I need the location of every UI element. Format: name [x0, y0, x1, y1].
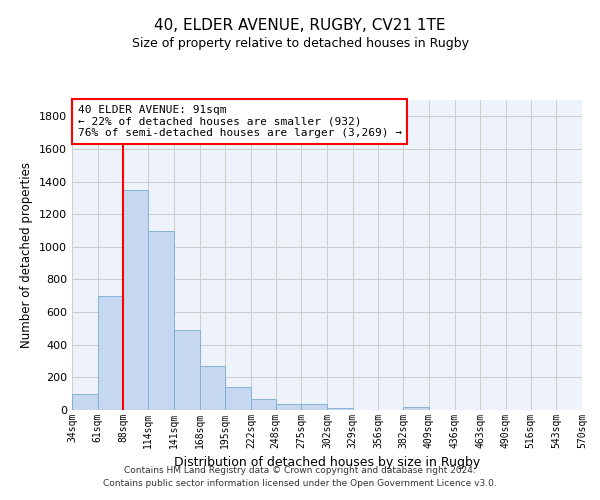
Bar — [174, 330, 199, 410]
Text: Contains HM Land Registry data © Crown copyright and database right 2024.
Contai: Contains HM Land Registry data © Crown c… — [103, 466, 497, 487]
Text: 40, ELDER AVENUE, RUGBY, CV21 1TE: 40, ELDER AVENUE, RUGBY, CV21 1TE — [154, 18, 446, 32]
Bar — [98, 296, 124, 410]
Bar — [251, 398, 275, 410]
Bar — [72, 394, 98, 410]
Bar — [199, 366, 225, 410]
Bar — [275, 404, 301, 410]
Bar — [403, 406, 429, 410]
Text: Size of property relative to detached houses in Rugby: Size of property relative to detached ho… — [131, 38, 469, 51]
Bar — [148, 230, 174, 410]
Bar — [327, 408, 353, 410]
Text: 40 ELDER AVENUE: 91sqm
← 22% of detached houses are smaller (932)
76% of semi-de: 40 ELDER AVENUE: 91sqm ← 22% of detached… — [78, 105, 402, 138]
Bar — [301, 404, 327, 410]
Bar — [124, 190, 148, 410]
X-axis label: Distribution of detached houses by size in Rugby: Distribution of detached houses by size … — [174, 456, 480, 469]
Y-axis label: Number of detached properties: Number of detached properties — [20, 162, 34, 348]
Bar — [225, 387, 251, 410]
